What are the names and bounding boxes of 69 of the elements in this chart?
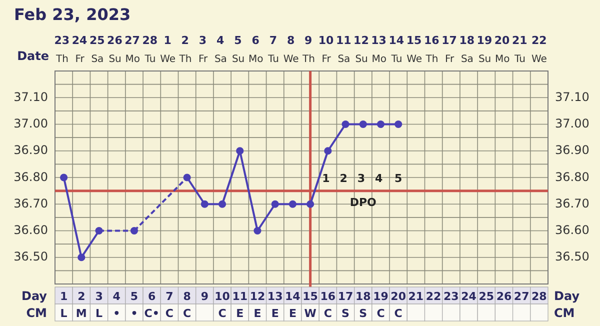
- point: [254, 226, 262, 235]
- x-tick-label: 8 C: [183, 290, 192, 320]
- point: [306, 200, 314, 208]
- text: Th Fr Sa Su Mo Tu We Th Fr Sa Su Mo Tu We Th Fr Sa Su Mo Tu We Th Fr Sa Su Mo Tu We: [56, 54, 547, 65]
- point: [130, 226, 138, 235]
- x-tick-label: 6 C•: [144, 290, 160, 320]
- text: CM: [26, 306, 47, 320]
- x-tick-label: 4 •: [112, 290, 121, 320]
- x-tick-label: 15 W: [302, 290, 318, 320]
- x-tick-label: 5 •: [130, 290, 138, 320]
- x-tick-label: 17 S: [338, 290, 354, 320]
- x-tick-label: 10 C: [214, 290, 230, 320]
- point: [394, 120, 402, 128]
- x-tick-label: 28: [532, 290, 547, 303]
- x-tick-label: 14 E: [285, 290, 301, 320]
- point: [271, 200, 279, 208]
- x-tick-label: 26: [496, 290, 512, 303]
- x-tick-label: 2 M: [76, 290, 87, 320]
- x-tick-label: 16 C: [320, 290, 336, 320]
- point: [236, 147, 244, 155]
- point: [324, 147, 332, 155]
- x-tick-label: 19 C: [373, 290, 388, 320]
- text: 36.80: [14, 170, 48, 184]
- annotation: DPO: [350, 196, 376, 209]
- point: [60, 174, 68, 182]
- point: [218, 200, 226, 208]
- x-tick-label: 3 L: [95, 290, 103, 320]
- x-tick-label: 22: [426, 290, 442, 303]
- y-tick-label: 37.10: [555, 90, 590, 104]
- x-tick-label: 25: [478, 290, 494, 303]
- text: 23 24 25 26 27 28 1 2 3 4 5 6 7 8 9 10 11 12 13 14 15 16 17 18 19 20 21 22: [54, 34, 547, 47]
- x-tick-label: 13 E: [267, 290, 283, 320]
- x-tick-label: 1 L: [60, 290, 68, 320]
- point: [376, 120, 385, 128]
- x-tick-label: 23: [444, 290, 459, 303]
- x-tick-label: 18 S: [355, 290, 371, 320]
- point: [95, 226, 103, 235]
- x-tick-label: 9: [200, 290, 208, 303]
- chart-title: Feb 23, 2023: [14, 5, 131, 24]
- y-tick-label: 36.90: [555, 143, 590, 158]
- text: 37.00: [14, 116, 48, 131]
- annotation: 1 2 3 4 5: [322, 172, 402, 185]
- text: Date: [17, 49, 49, 63]
- y-tick-label: 37.00: [555, 116, 590, 131]
- text: Day: [21, 289, 47, 303]
- point: [359, 120, 367, 128]
- text: 36.70: [14, 196, 48, 210]
- x-tick-label: 11 E: [232, 290, 248, 320]
- x-tick-label: 21: [408, 290, 424, 303]
- y-tick-label: 36.70: [555, 196, 590, 210]
- text: 36.90: [14, 143, 48, 158]
- y-tick-label: 36.60: [555, 223, 590, 238]
- x-tick-label: 20 C: [390, 290, 406, 320]
- x-tick-label: 27: [514, 290, 530, 303]
- point: [183, 174, 191, 182]
- text: CM: [554, 306, 575, 320]
- text: 36.60: [14, 223, 48, 238]
- x-tick-label: 7 C: [165, 290, 174, 320]
- point: [288, 200, 296, 208]
- y-tick-label: 36.80: [555, 170, 590, 184]
- point: [78, 254, 86, 262]
- point: [342, 120, 350, 128]
- text: Day: [554, 289, 580, 303]
- x-tick-label: 12 E: [250, 290, 266, 320]
- text: 37.10: [14, 90, 48, 104]
- text: 36.50: [14, 250, 48, 264]
- point: [200, 200, 208, 208]
- y-tick-label: 36.50: [555, 250, 590, 264]
- x-tick-label: 24: [461, 290, 477, 303]
